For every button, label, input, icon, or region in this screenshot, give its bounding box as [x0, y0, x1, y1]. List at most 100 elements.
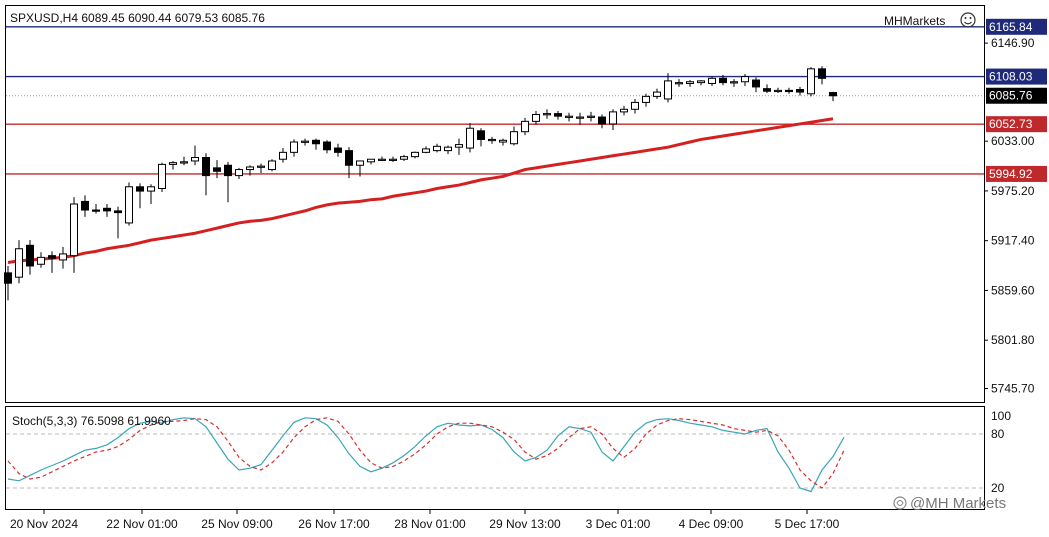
candle-body	[422, 148, 430, 153]
candle	[257, 163, 265, 174]
candle	[532, 111, 540, 125]
candle-body	[345, 150, 353, 166]
candle	[686, 80, 694, 87]
candle-body	[70, 203, 78, 257]
candle	[411, 151, 419, 159]
candle-body	[334, 147, 342, 153]
candle-body	[356, 160, 364, 166]
candle	[15, 240, 23, 284]
moving-average-line	[7, 117, 834, 265]
candle	[224, 161, 232, 203]
current-price-tag	[986, 87, 1047, 104]
x-tick-label: 22 Nov 01:00	[106, 517, 178, 531]
x-tick-label: 4 Dec 09:00	[679, 517, 744, 531]
candle-body	[664, 80, 672, 100]
candle-body	[136, 186, 144, 192]
candle-body	[268, 160, 276, 171]
candle	[785, 87, 793, 94]
candle-body	[510, 131, 518, 145]
candle-body	[829, 92, 837, 97]
candle	[378, 156, 386, 161]
candle-body	[455, 144, 463, 148]
candle	[488, 136, 496, 144]
candle	[202, 153, 210, 196]
candle-body	[81, 200, 89, 211]
price-level-label: 6108.03	[989, 70, 1033, 84]
candle-body	[15, 248, 23, 278]
candle	[576, 112, 584, 125]
candle	[587, 111, 595, 122]
candle-body	[48, 255, 56, 259]
candle-body	[653, 91, 661, 97]
candle-body	[147, 186, 155, 192]
time-axis: 20 Nov 2024 22 Nov 01:00 25 Nov 09:00 26 No…	[10, 510, 840, 531]
candle	[818, 66, 826, 85]
candle-body	[543, 113, 551, 116]
price-level-tag	[986, 165, 1047, 182]
candle-body	[598, 116, 606, 125]
stochastic-indicator: 100 80 20	[6, 409, 1011, 495]
candle	[158, 162, 166, 192]
watermark: @MH Markets	[893, 495, 1006, 512]
stoch-title: Stoch(5,3,3) 76.5098 61.9960	[12, 414, 171, 428]
candles	[4, 66, 837, 301]
candle	[290, 139, 298, 157]
candle	[763, 84, 771, 93]
x-tick-label: 26 Nov 17:00	[298, 517, 370, 531]
candle	[4, 265, 12, 301]
y-tick-label: 5917.40	[991, 234, 1035, 248]
x-tick-label: 5 Dec 17:00	[775, 517, 840, 531]
candle-body	[26, 244, 34, 267]
candle-body	[378, 158, 386, 161]
x-tick-label: 28 Nov 01:00	[394, 517, 466, 531]
candle	[543, 109, 551, 119]
candle-body	[433, 145, 441, 152]
candle	[521, 117, 529, 136]
watermark-text: @MH Markets	[910, 495, 1006, 512]
candle	[565, 112, 573, 122]
candle-body	[114, 210, 122, 214]
candle-body	[158, 163, 166, 190]
candle	[147, 184, 155, 204]
candle-body	[730, 81, 738, 84]
candle-body	[290, 141, 298, 153]
candle-body	[499, 139, 507, 143]
candle	[37, 252, 45, 268]
stoch-y-tick-label: 100	[991, 409, 1011, 423]
candle	[59, 247, 67, 269]
candle	[81, 195, 89, 217]
candle	[730, 79, 738, 87]
candle	[114, 206, 122, 239]
candle-body	[411, 151, 419, 158]
candle-body	[521, 120, 529, 133]
candle	[70, 197, 78, 273]
stoch-plot-frame	[5, 406, 985, 510]
candle-body	[224, 164, 232, 177]
main-plot-frame	[5, 5, 985, 403]
candle	[136, 183, 144, 209]
candle	[807, 67, 815, 97]
candle	[367, 158, 375, 165]
candle	[279, 148, 287, 163]
candle	[477, 128, 485, 147]
candle	[642, 93, 650, 107]
x-tick-label: 3 Dec 01:00	[586, 517, 651, 531]
stoch-y-tick-label: 20	[991, 481, 1005, 495]
candle-body	[697, 80, 705, 84]
candle	[719, 74, 727, 86]
candle	[433, 143, 441, 153]
candle-body	[807, 68, 815, 95]
candle	[301, 138, 309, 146]
y-tick-label: 6146.90	[991, 36, 1035, 50]
candle-body	[620, 108, 628, 113]
candle	[752, 77, 760, 93]
candle	[103, 204, 111, 217]
candle	[48, 251, 56, 273]
candle	[444, 145, 452, 155]
candle-body	[763, 88, 771, 92]
candle	[554, 111, 562, 120]
candle	[246, 165, 254, 176]
candle	[829, 91, 837, 102]
candle-body	[37, 256, 45, 265]
